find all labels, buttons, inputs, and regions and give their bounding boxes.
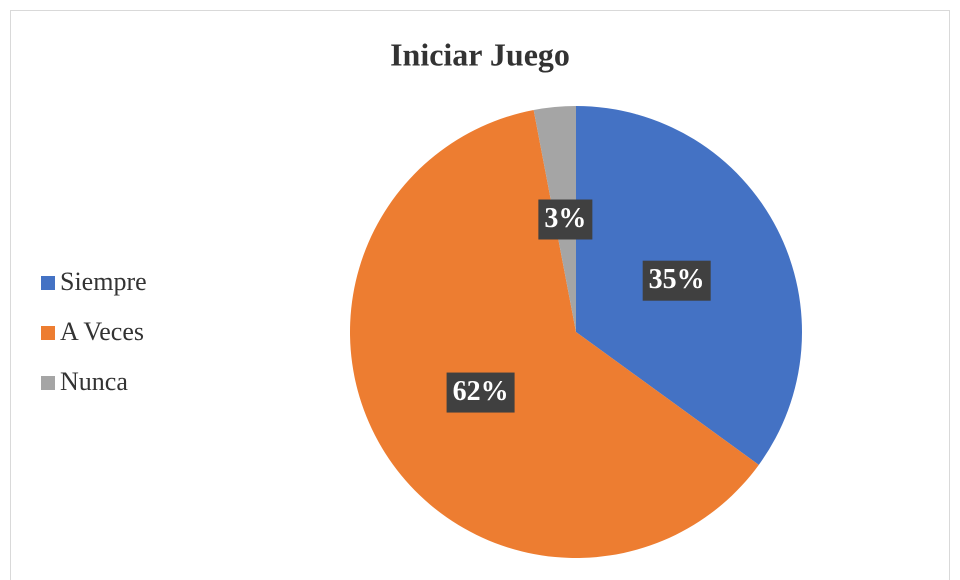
legend-label: Siempre [60,267,147,296]
data-label: 62% [453,376,509,407]
pie-slice [349,110,759,558]
data-labels: 35% 62% 3% [446,199,711,413]
legend-label: Nunca [60,367,128,396]
pie [349,106,802,558]
data-label-box [642,260,711,301]
data-label: 3% [544,203,586,234]
legend-swatch [41,276,55,290]
legend: Siempre A Veces Nunca [28,260,182,408]
data-label-box [538,199,593,240]
legend-label: A Veces [60,317,144,346]
chart-title: Iniciar Juego [390,36,570,72]
data-label: 35% [649,264,705,295]
data-label-box [446,372,515,413]
legend-swatch [41,376,55,390]
legend-swatch [41,326,55,340]
